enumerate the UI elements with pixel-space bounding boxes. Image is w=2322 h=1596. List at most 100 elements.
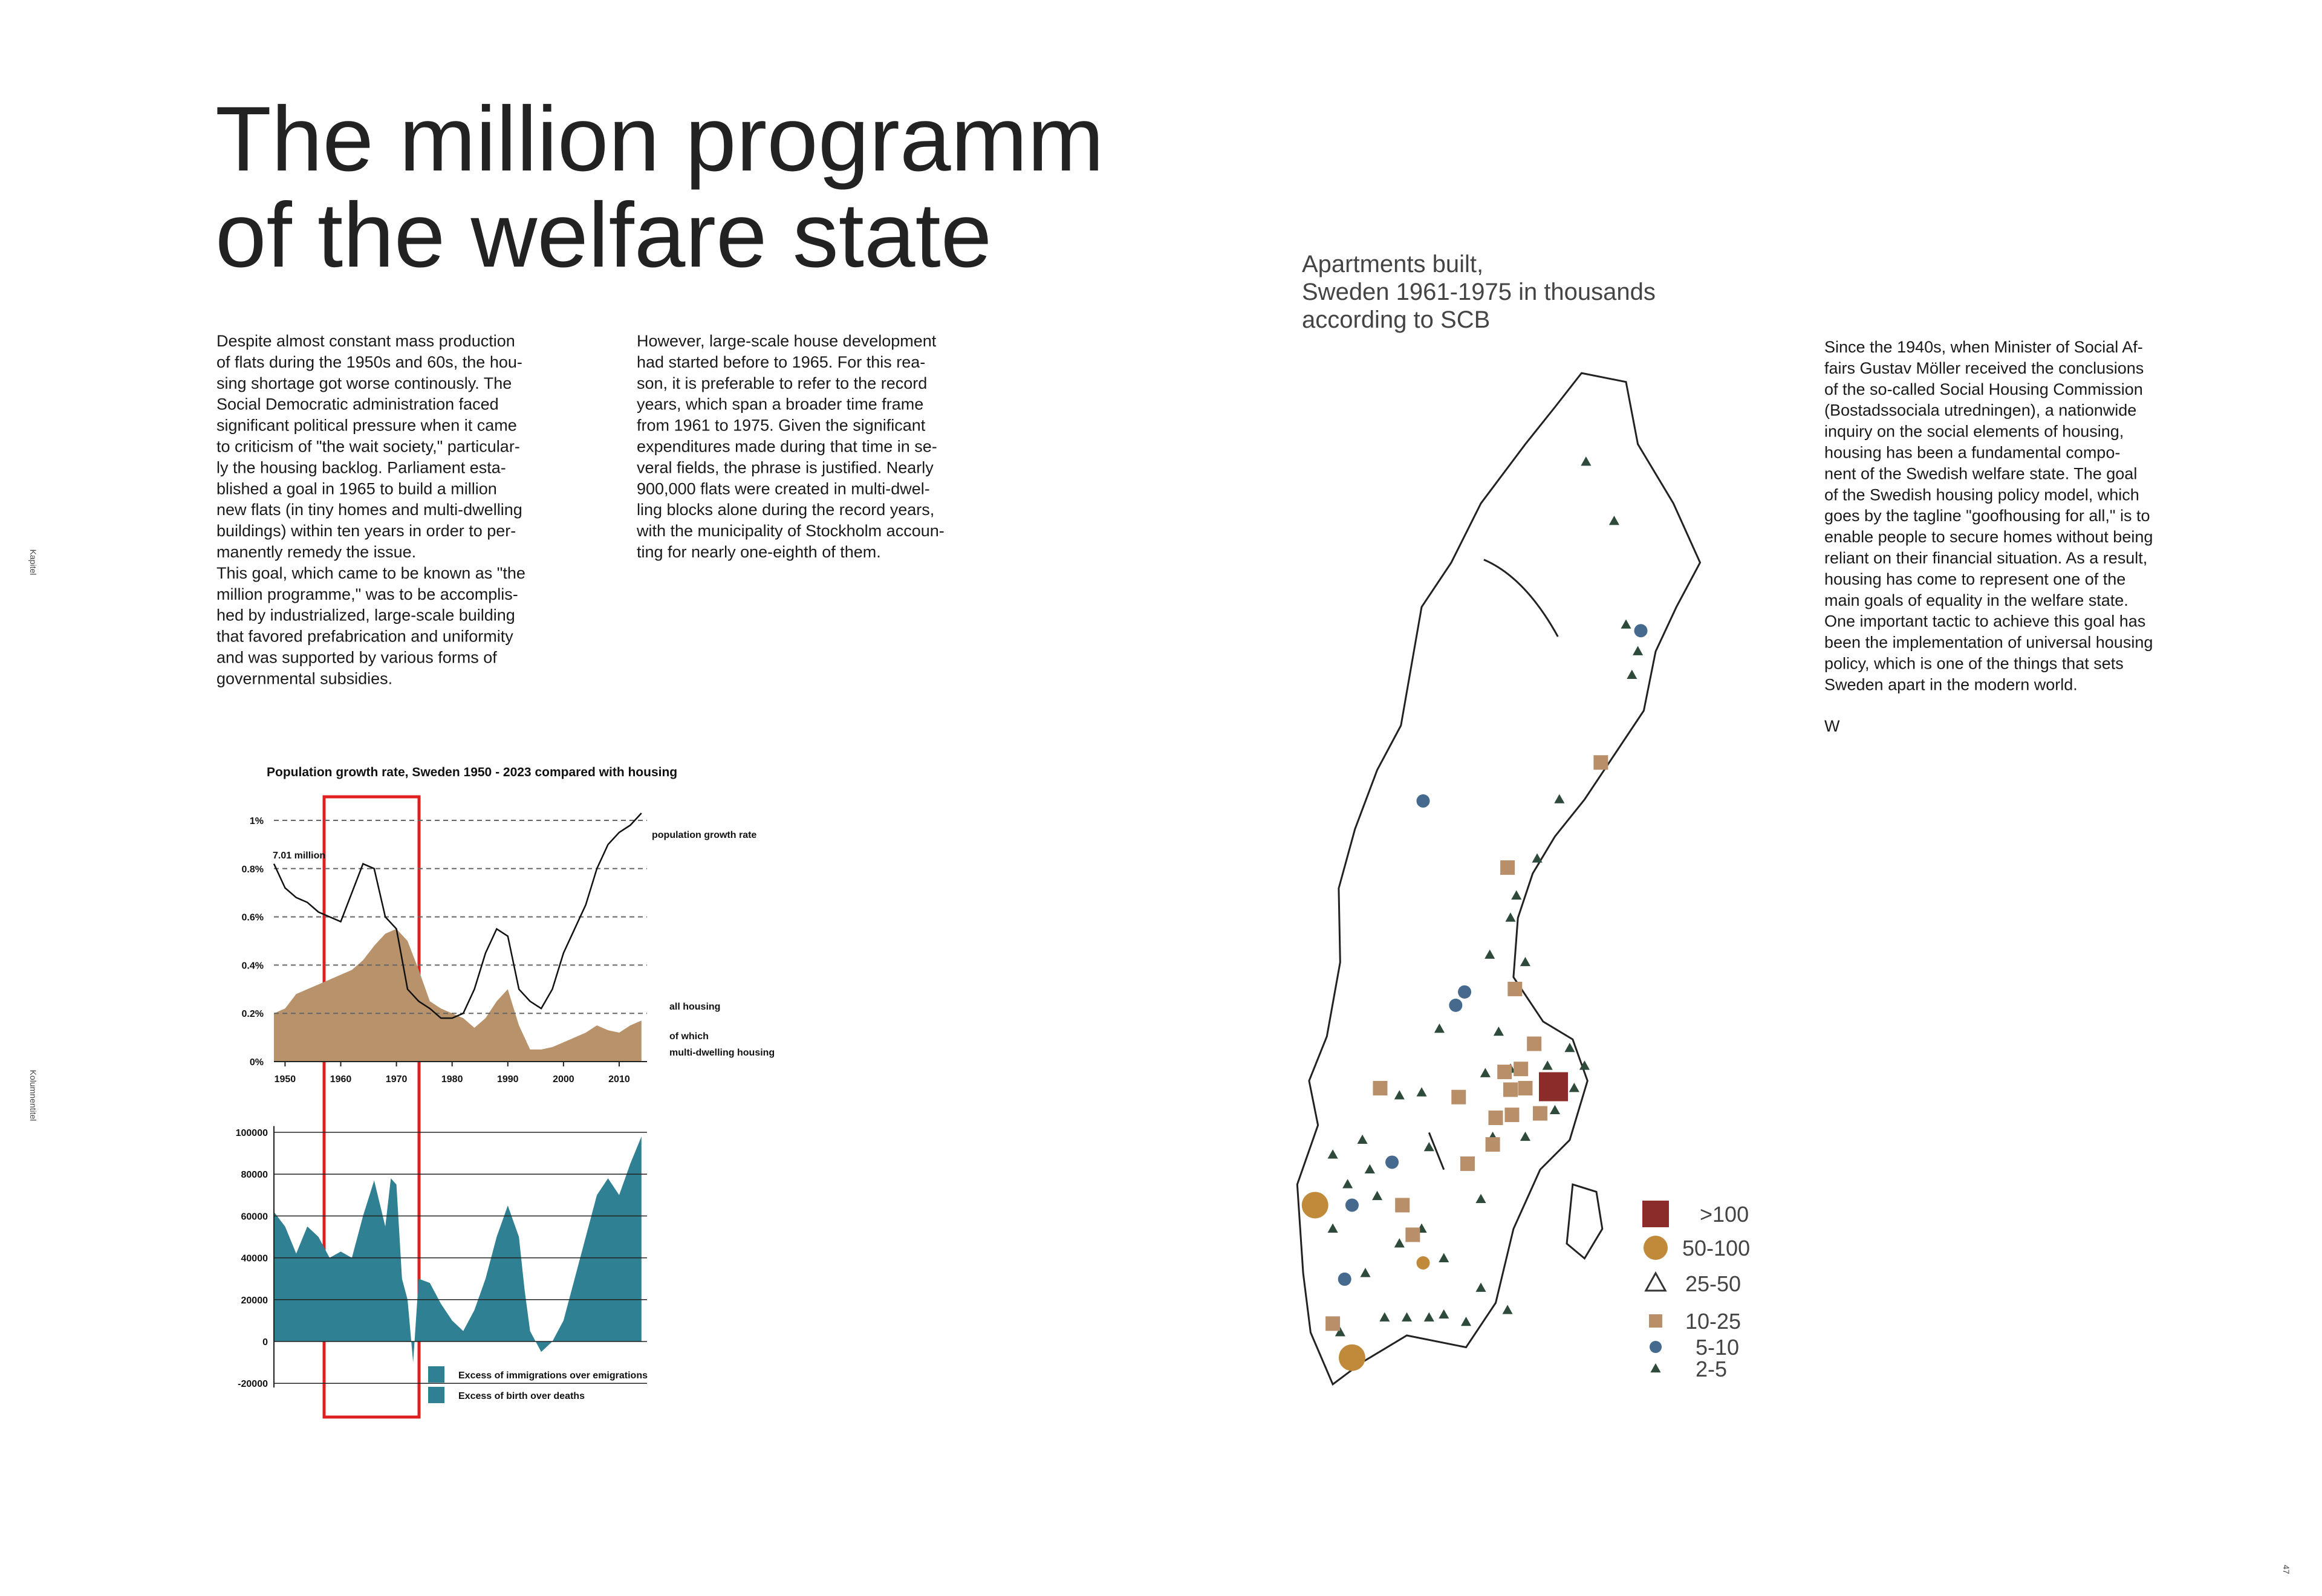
legend-swatch — [428, 1366, 444, 1383]
map-marker-square — [1405, 1227, 1420, 1242]
y-tick-label: 0.8% — [242, 864, 264, 875]
chart-title: Population growth rate, Sweden 1950 - 20… — [267, 765, 677, 779]
map-marker-large-circle — [1301, 1192, 1328, 1219]
map-marker-triangle — [1357, 1134, 1368, 1144]
legend-symbol — [1644, 1271, 1667, 1292]
body-line: housing has been a fundamental compo- — [1824, 444, 2120, 462]
map-marker-triangle — [1502, 1305, 1513, 1314]
body-line: manently remedy the issue. — [216, 543, 416, 561]
body-line: with the municipality of Stockholm accou… — [636, 522, 945, 540]
map-marker-triangle — [1416, 1087, 1427, 1097]
body-line: (Bostadssociala utredningen), a nationwi… — [1824, 401, 2136, 420]
body-line: years, which span a broader time frame — [637, 395, 923, 414]
body-line: of the so-called Social Housing Commissi… — [1824, 380, 2143, 398]
map-marker-triangle — [1327, 1223, 1338, 1233]
growth-line — [273, 813, 642, 1019]
body-line: 900,000 flats were created in multi-dwel… — [637, 479, 930, 498]
map-marker-triangle — [1608, 516, 1619, 525]
body-line: significant political pressure when it c… — [216, 417, 517, 435]
map-marker-circle — [1338, 1272, 1351, 1286]
map-marker-square — [1325, 1316, 1341, 1331]
map-marker-triangle — [1475, 1282, 1486, 1292]
sweden-outline — [1296, 372, 1702, 1386]
body-line: new flats (in tiny homes and multi-dwell… — [216, 501, 522, 519]
map-marker-triangle — [1532, 853, 1543, 863]
body-line: from 1961 to 1975. Given the significant — [637, 417, 926, 435]
map-marker-triangle — [1542, 1060, 1553, 1070]
y-tick-label: 20000 — [241, 1296, 268, 1306]
body-line: blished a goal in 1965 to build a millio… — [216, 479, 497, 498]
x-tick-label: 2010 — [608, 1074, 630, 1085]
series-label: population growth rate — [652, 830, 756, 840]
body-line: main goals of equality in the welfare st… — [1824, 591, 2128, 609]
annotation: multi-dwelling housing — [669, 1048, 775, 1058]
map-marker-triangle — [1460, 1316, 1472, 1326]
chapter-label: Kapitel — [28, 550, 38, 576]
body-line: Despite almost constant mass production — [216, 332, 515, 350]
map-marker-square — [1488, 1110, 1503, 1125]
map-marker-triangle — [1627, 669, 1637, 680]
map-marker-square — [1460, 1156, 1475, 1171]
map-marker-triangle — [1480, 1068, 1491, 1077]
body-line: to criticism of "the wait society," part… — [216, 438, 520, 456]
map-marker-triangle — [1505, 912, 1516, 922]
map-marker-large-circle — [1338, 1344, 1365, 1371]
y-tick-label: 0.4% — [242, 961, 264, 971]
map-title: Sweden 1961-1975 in thousands — [1302, 279, 1656, 305]
legend-label: Excess of immigrations over emigrations — [458, 1371, 648, 1381]
body-line: Sweden apart in the modern world. — [1824, 675, 2078, 693]
body-line: policy, which is one of the things that … — [1824, 655, 2124, 673]
x-tick-label: 1990 — [497, 1074, 519, 1085]
legend-label: 50-100 — [1682, 1236, 1750, 1260]
body-line: and was supported by various forms of — [216, 649, 497, 667]
signature: W — [1824, 717, 1840, 735]
x-tick-label: 1970 — [386, 1074, 408, 1085]
x-tick-label: 2000 — [553, 1074, 574, 1085]
map-marker-triangle — [1434, 1023, 1445, 1033]
body-line: Since the 1940s, when Minister of Social… — [1824, 338, 2143, 356]
map-marker-triangle — [1342, 1179, 1353, 1189]
body-line: ly the housing backlog. Parliament esta- — [216, 458, 506, 476]
map-marker-square — [1395, 1198, 1410, 1213]
body-line: that favored prefabrication and uniformi… — [216, 628, 513, 646]
map-marker-square — [1507, 981, 1523, 996]
running-title: Kolumnentitel — [28, 1070, 38, 1121]
legend-symbol — [1650, 1363, 1661, 1373]
map-marker-circle — [1449, 998, 1463, 1012]
body-line: had started before to 1965. For this rea… — [637, 353, 925, 371]
legend-symbol — [1642, 1201, 1669, 1227]
body-line: ling blocks alone during the record year… — [637, 501, 934, 519]
page-number: 47 — [2281, 1565, 2291, 1574]
legend-label: 2-5 — [1696, 1357, 1727, 1381]
map-marker-square — [1518, 1081, 1533, 1096]
body-line: veral fields, the phrase is justified. N… — [637, 458, 934, 476]
map-marker-square — [1532, 1106, 1547, 1121]
annotation: 7.01 million — [273, 851, 325, 861]
x-tick-label: 1960 — [330, 1074, 352, 1085]
y-tick-label: 100000 — [236, 1128, 268, 1138]
map-marker-square — [1485, 1137, 1500, 1152]
map-marker-square — [1527, 1036, 1542, 1051]
map-marker-triangle — [1520, 956, 1531, 967]
body-line: million programme," was to be accomplis- — [216, 585, 518, 603]
y-tick-label: 1% — [250, 816, 264, 826]
lake — [1483, 559, 1559, 637]
body-line: reliant on their financial situation. As… — [1824, 549, 2147, 567]
map-marker-triangle — [1423, 1312, 1434, 1322]
y-tick-label: 40000 — [241, 1254, 268, 1264]
map-marker-triangle — [1394, 1090, 1405, 1100]
map-marker-triangle — [1549, 1105, 1560, 1115]
map-marker-triangle — [1485, 949, 1495, 959]
map-marker-triangle — [1335, 1327, 1345, 1337]
map-marker-circle — [1416, 794, 1430, 808]
body-line: buildings) within ten years in order to … — [216, 522, 516, 540]
legend-symbol — [1643, 1236, 1668, 1260]
y-tick-label: 0.2% — [242, 1009, 264, 1019]
map-marker-triangle — [1520, 1131, 1531, 1141]
map-marker-triangle — [1439, 1309, 1449, 1319]
y-tick-label: 0.6% — [242, 913, 264, 923]
housing-area — [274, 929, 642, 1062]
map-marker-triangle — [1579, 1060, 1590, 1070]
body-line: governmental subsidies. — [216, 669, 392, 687]
